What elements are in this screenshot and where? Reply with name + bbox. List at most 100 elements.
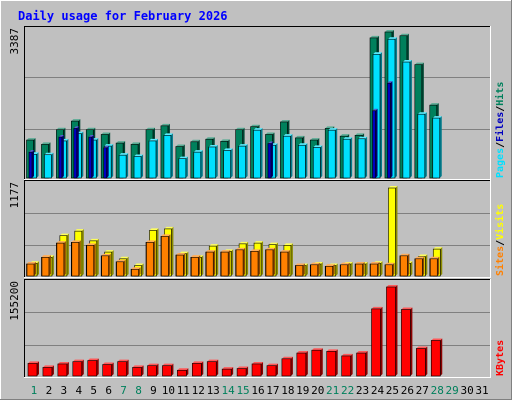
files-bar-top [208,144,218,147]
hits-bar-top [26,138,36,141]
kbytes-bar-top [386,285,398,287]
hits-bar-top [325,126,335,129]
sites-bar-side [78,240,81,276]
sites-bar-side [317,262,320,276]
visits-bar-top [59,233,69,236]
kbytes-bar-side [261,361,264,376]
pages-bar [28,151,33,179]
kbytes-bar [72,361,83,377]
top-panel-legend: Pages/Files/Hits [494,82,506,178]
pages-bar-side [76,126,79,178]
files-bar [148,140,157,179]
top-panel-max-label: 3387 [8,28,21,55]
x-tick-label: 9 [150,384,157,397]
sites-bar [385,264,393,277]
x-tick-label: 6 [105,384,112,397]
visits-bar-side [231,249,234,276]
visits-bar-top [164,226,174,229]
files-bar-side [200,150,203,178]
visits-bar-side [37,261,39,276]
kbytes-bar-top [162,363,174,366]
visits-bar-side [440,247,443,276]
kbytes-bar [57,363,68,377]
sites-bar [176,254,184,277]
kbytes-bar [341,355,351,377]
kbytes-bar [311,349,322,377]
x-tick-label: 24 [371,384,385,397]
kbytes-bar-top [42,365,54,368]
visits-bar-top [149,228,159,231]
legend-separator: / [495,106,506,112]
visits-bar-side [395,186,398,276]
x-tick-label: 19 [296,384,309,397]
middle-panel-max-label: 1177 [8,182,21,209]
kbytes-bar-side [126,359,129,376]
sites-bar-side [272,247,275,276]
visits-bar-top [134,263,144,266]
files-bar-side [185,156,188,178]
files-bar-side [424,112,427,178]
pages-bar-top [267,141,273,144]
kbytes-bar-side [440,338,443,376]
kbytes-bar-side [275,363,278,376]
hits-bar-top [101,132,111,135]
kbytes-bar-side [305,351,308,376]
kbytes-bar-side [37,361,39,376]
kbytes-bar-top [177,368,189,371]
x-tick-label: 3 [61,384,68,397]
pages-bar-side [375,108,378,178]
x-tick-labels: 1 2 3 4 5 6 7 8 9 10 11 12 13 14 15 16 17 18 19 20 21 22 23 24 2… [31,384,489,397]
visits-bar-side [320,262,323,276]
visits-bar-side [275,242,278,276]
files-bar-side [51,152,54,178]
files-bar-top [223,148,233,151]
sites-bar [310,264,319,277]
x-tick-label: 23 [356,384,369,397]
kbytes-bar [266,365,277,377]
kbytes-bar [356,352,366,377]
visits-bar-side [410,261,413,276]
visits-bar-top [119,256,129,259]
kbytes-bar-side [156,363,159,376]
kbytes-bar [42,367,53,377]
kbytes-bar-top [102,362,114,365]
files-bar-top [253,128,263,131]
sites-bar-side [377,262,380,276]
legend-sites: Sites [494,246,506,276]
kbytes-bar-side [51,365,54,376]
pages-bar-top [58,135,64,138]
x-tick-label: 8 [135,384,142,397]
files-bar [432,117,441,179]
kbytes-bar [102,364,112,377]
sites-bar-side [347,262,350,276]
sites-bar-top [265,247,275,250]
files-bar-top [178,156,188,159]
kbytes-bar-top [72,359,84,362]
pages-bar [58,136,63,179]
sites-bar [71,242,80,277]
sites-bar-top [71,240,81,243]
sites-bar-side [168,234,171,276]
pages-bar [103,147,107,179]
kbytes-bar-top [341,353,353,356]
kbytes-bar [281,358,292,377]
visits-bar-side [156,228,159,276]
sites-bar-top [101,253,111,256]
files-bar-side [155,138,158,178]
files-bar-side [81,131,84,178]
visits-bar-top [104,250,114,253]
x-tick-label: 2 [46,384,53,397]
x-tick-label: 30 [460,384,473,397]
pages-bar [88,136,93,179]
legend-visits: Visits [494,204,506,240]
kbytes-bar-top [57,361,69,364]
kbytes-bar [251,363,262,377]
files-bar-top [148,138,158,141]
sites-bar-top [385,262,395,265]
kbytes-bar-side [246,366,249,376]
kbytes-bar-side [171,363,174,376]
sites-bar-top [56,241,66,244]
files-bar-top [402,60,412,63]
hits-bar-top [414,62,424,65]
x-tick-label: 5 [90,384,97,397]
